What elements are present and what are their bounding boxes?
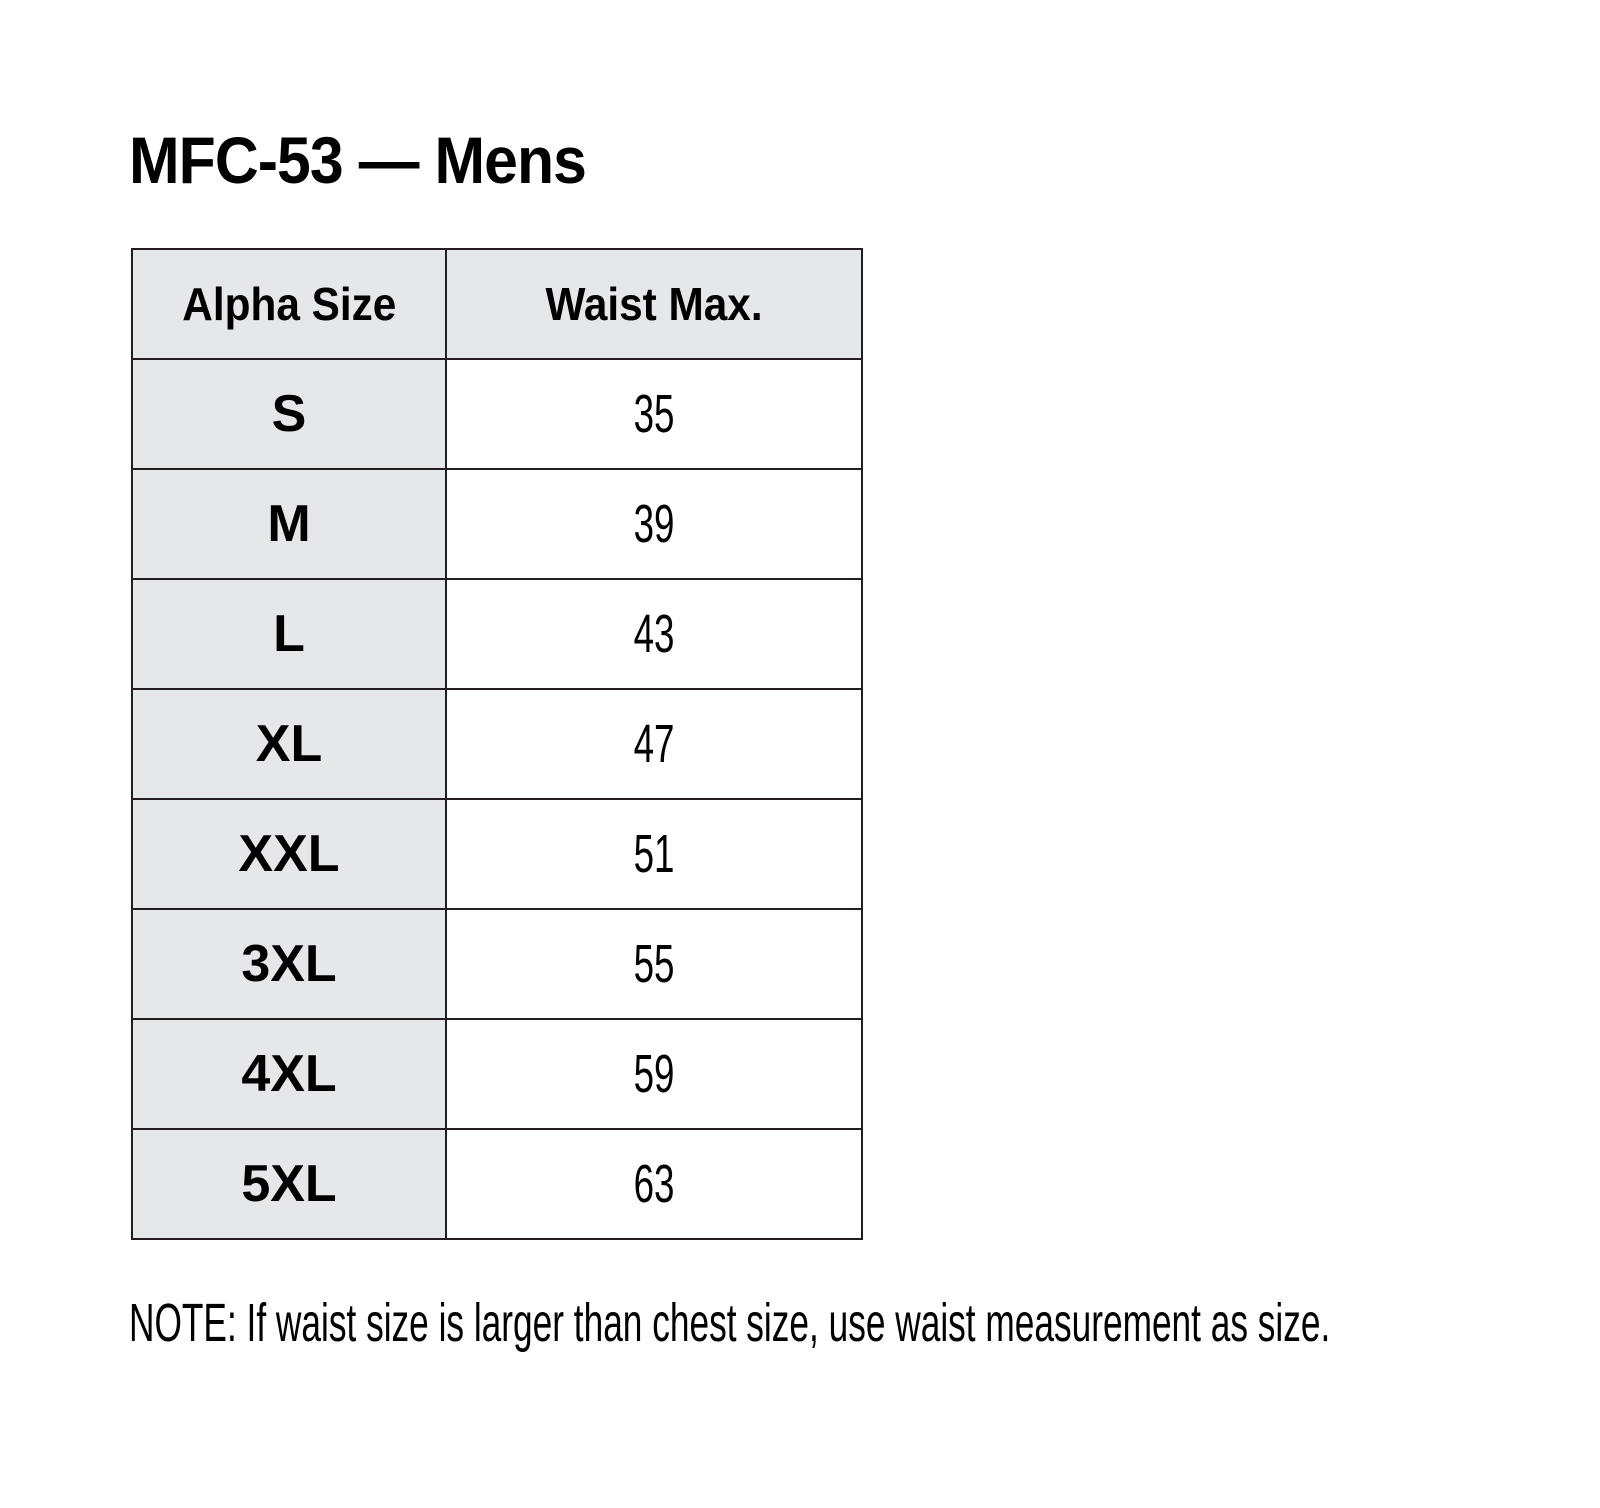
alpha-size-cell: M bbox=[131, 468, 447, 580]
alpha-size-cell: L bbox=[131, 578, 447, 690]
table-row: M 39 bbox=[131, 468, 863, 580]
alpha-size-cell: 3XL bbox=[131, 908, 447, 1020]
waist-max-cell: 39 bbox=[445, 468, 863, 580]
waist-max-cell: 59 bbox=[445, 1018, 863, 1130]
waist-max-cell: 63 bbox=[445, 1128, 863, 1240]
table-row: 5XL 63 bbox=[131, 1128, 863, 1240]
waist-max-cell: 43 bbox=[445, 578, 863, 690]
waist-max-cell: 51 bbox=[445, 798, 863, 910]
table-header-row: Alpha Size Waist Max. bbox=[131, 248, 863, 360]
alpha-size-cell: 4XL bbox=[131, 1018, 447, 1130]
table-row: XXL 51 bbox=[131, 798, 863, 910]
alpha-size-cell: 5XL bbox=[131, 1128, 447, 1240]
table-row: 3XL 55 bbox=[131, 908, 863, 1020]
table-row: S 35 bbox=[131, 358, 863, 470]
alpha-size-cell: XL bbox=[131, 688, 447, 800]
size-chart-table: Alpha Size Waist Max. S 35 M 39 L 43 XL 47 XXL 51… bbox=[131, 248, 863, 1240]
waist-max-cell: 55 bbox=[445, 908, 863, 1020]
header-alpha-size: Alpha Size bbox=[131, 248, 447, 360]
page-title: MFC-53 — Mens bbox=[129, 123, 587, 197]
waist-max-cell: 47 bbox=[445, 688, 863, 800]
table-row: L 43 bbox=[131, 578, 863, 690]
note-text: NOTE: If waist size is larger than chest… bbox=[129, 1293, 1331, 1353]
waist-max-cell: 35 bbox=[445, 358, 863, 470]
alpha-size-cell: XXL bbox=[131, 798, 447, 910]
table-row: XL 47 bbox=[131, 688, 863, 800]
alpha-size-cell: S bbox=[131, 358, 447, 470]
table-row: 4XL 59 bbox=[131, 1018, 863, 1130]
header-waist-max: Waist Max. bbox=[445, 248, 863, 360]
